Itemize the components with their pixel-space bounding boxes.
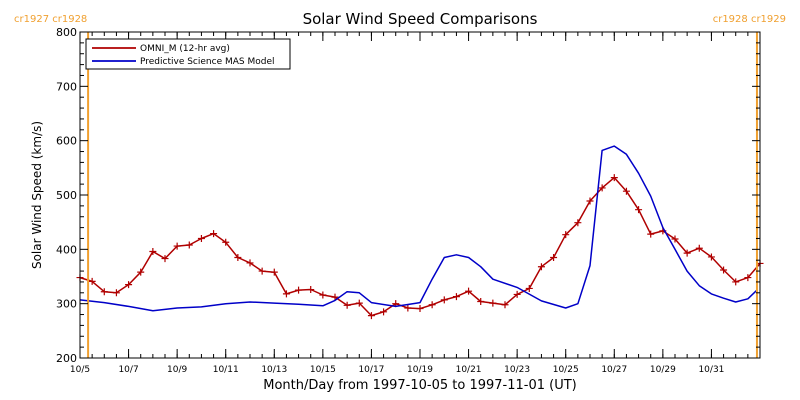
data-point-omni: [562, 231, 570, 239]
data-point-omni: [452, 293, 460, 301]
data-point-omni: [465, 287, 473, 295]
data-point-omni: [416, 305, 424, 313]
data-point-omni: [319, 291, 327, 299]
data-point-omni: [720, 266, 728, 274]
data-point-omni: [744, 274, 752, 282]
legend: OMNI_M (12-hr avg) Predictive Science MA…: [85, 38, 291, 70]
data-point-omni: [683, 249, 691, 257]
data-point-omni: [574, 219, 582, 227]
y-axis-label: Solar Wind Speed (km/s): [30, 121, 44, 269]
data-point-omni: [355, 299, 363, 307]
data-point-omni: [295, 286, 303, 294]
data-point-omni: [88, 277, 96, 285]
data-point-omni: [647, 230, 655, 238]
legend-label-mas: Predictive Science MAS Model: [140, 57, 275, 67]
data-point-omni: [246, 259, 254, 267]
plot-area: cr1927 cr1928 cr1928 cr1929 200 300 400 500 60…: [14, 14, 786, 375]
data-point-omni: [477, 297, 485, 305]
data-point-omni: [161, 255, 169, 263]
data-point-omni: [307, 286, 315, 294]
data-point-omni: [282, 290, 290, 298]
data-point-omni: [732, 278, 740, 286]
x-tick-label: 10/21: [456, 365, 482, 375]
data-point-omni: [404, 304, 412, 312]
x-tick-label: 10/23: [504, 365, 530, 375]
x-tick-label: 10/13: [261, 365, 287, 375]
data-point-omni: [380, 308, 388, 316]
data-point-omni: [550, 253, 558, 261]
x-tick-label: 10/5: [70, 365, 90, 375]
data-point-omni: [100, 288, 108, 296]
y-tick-label: 500: [56, 189, 77, 202]
data-point-omni: [222, 238, 230, 246]
data-point-omni: [149, 248, 157, 256]
series-line-omni: [79, 176, 761, 317]
data-point-omni: [270, 268, 278, 276]
legend-box: [85, 38, 291, 70]
data-point-omni: [525, 284, 533, 292]
data-point-omni: [489, 299, 497, 307]
data-point-omni: [197, 234, 205, 242]
x-tick-label: 10/27: [601, 365, 627, 375]
chart-title: Solar Wind Speed Comparisons: [303, 10, 538, 28]
data-point-omni: [635, 206, 643, 214]
y-tick-label: 200: [56, 352, 77, 365]
data-point-omni: [586, 197, 594, 205]
data-point-omni: [258, 267, 266, 275]
data-point-omni: [112, 289, 120, 297]
data-point-omni: [343, 301, 351, 309]
data-point-omni: [695, 244, 703, 252]
data-point-omni: [598, 184, 606, 192]
x-tick-label: 10/9: [167, 365, 187, 375]
y-tick-label: 300: [56, 298, 77, 311]
data-point-omni: [671, 235, 679, 243]
x-tick-label: 10/7: [118, 365, 138, 375]
x-axis-label: Month/Day from 1997-10-05 to 1997-11-01 …: [263, 378, 576, 393]
x-tick-label: 10/29: [650, 365, 676, 375]
x-tick-label: 10/19: [407, 365, 433, 375]
x-tick-label: 10/31: [698, 365, 724, 375]
data-point-omni: [367, 312, 375, 320]
legend-label-omni: OMNI_M (12-hr avg): [140, 44, 230, 54]
x-tick-label: 10/17: [358, 365, 384, 375]
y-tick-label: 400: [56, 243, 77, 256]
data-point-omni: [501, 301, 509, 309]
data-point-omni: [234, 253, 242, 261]
x-tick-label: 10/25: [553, 365, 579, 375]
x-tick-label: 10/11: [213, 365, 239, 375]
y-tick-label: 700: [56, 80, 77, 93]
x-tick-label: 10/15: [310, 365, 336, 375]
data-point-omni: [440, 296, 448, 304]
data-point-omni: [125, 281, 133, 289]
data-point-omni: [513, 290, 521, 298]
data-point-omni: [428, 301, 436, 309]
y-tick-label: 600: [56, 135, 77, 148]
carrington-label: cr1927 cr1928: [14, 14, 87, 25]
data-point-omni: [537, 263, 545, 271]
data-point-omni: [210, 230, 218, 238]
series-line-mas: [79, 145, 758, 312]
data-point-omni: [610, 174, 618, 182]
data-point-omni: [137, 268, 145, 276]
data-point-omni: [622, 187, 630, 195]
data-point-omni: [173, 242, 181, 250]
carrington-label: cr1928 cr1929: [713, 14, 786, 25]
y-tick-label: 800: [56, 26, 77, 39]
data-point-omni: [185, 241, 193, 249]
data-point-omni: [707, 253, 715, 261]
